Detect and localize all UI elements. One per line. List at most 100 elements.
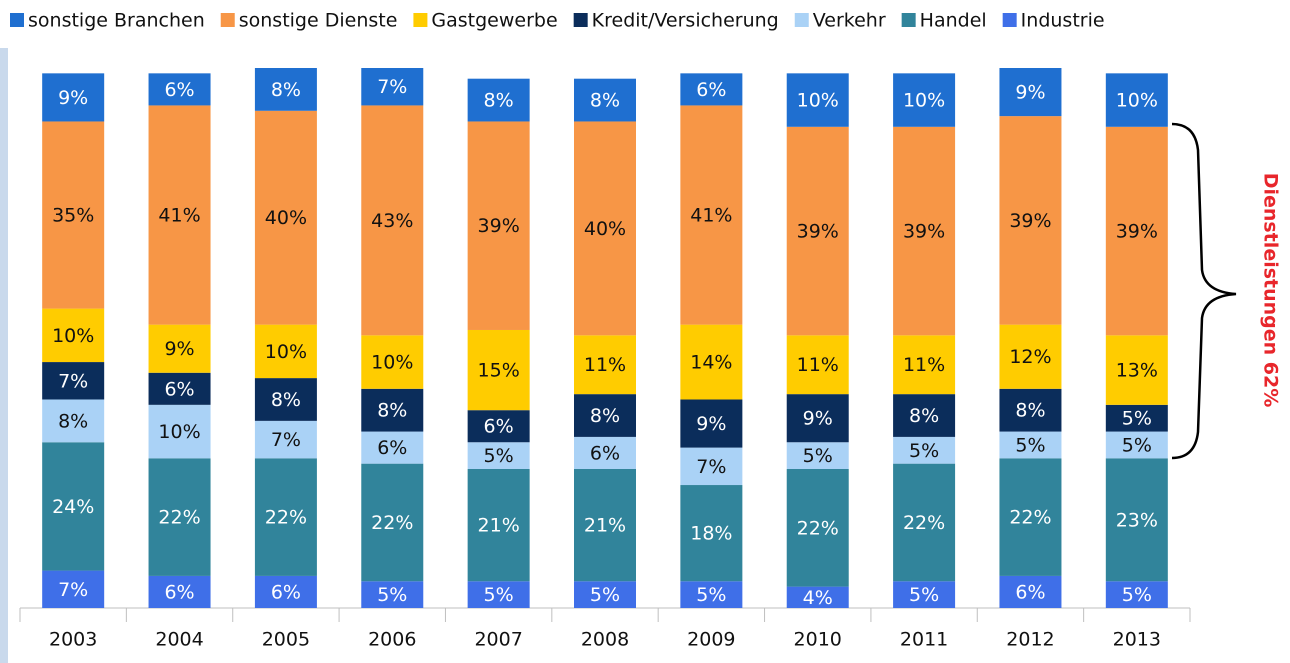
value-label: 41% xyxy=(158,205,200,227)
value-label: 8% xyxy=(377,400,407,422)
value-label: 8% xyxy=(271,79,301,101)
value-label: 6% xyxy=(377,437,407,459)
value-label: 8% xyxy=(1015,400,1045,422)
value-label: 10% xyxy=(265,341,307,363)
value-label: 6% xyxy=(1015,581,1045,603)
bar-segment xyxy=(148,73,211,106)
x-tick-label: 2011 xyxy=(900,629,948,651)
bar-segment xyxy=(254,420,317,459)
value-label: 5% xyxy=(909,584,939,606)
legend-swatch xyxy=(1002,13,1017,27)
legend-label: sonstige Dienste xyxy=(239,10,398,32)
legend-swatch xyxy=(10,13,24,27)
bar-segment xyxy=(148,105,211,325)
value-label: 5% xyxy=(1015,434,1045,456)
bar-segment xyxy=(574,581,636,608)
bar-segment xyxy=(1105,335,1168,405)
legend-swatch xyxy=(220,13,235,27)
bar-segment xyxy=(999,116,1062,325)
bar-segment xyxy=(1105,581,1168,608)
bar-segment xyxy=(361,68,424,106)
value-label: 5% xyxy=(803,445,833,467)
bar-segment xyxy=(786,586,849,608)
bar-segment xyxy=(574,394,636,437)
bar-segment xyxy=(1105,126,1168,336)
bar-segment xyxy=(361,581,424,608)
value-label: 5% xyxy=(484,584,514,606)
bar-segment xyxy=(893,436,956,464)
bar-segment xyxy=(786,126,849,336)
bar-segment xyxy=(148,404,211,459)
bar-segment xyxy=(148,575,211,608)
bar-segment xyxy=(893,463,956,582)
bar-segment xyxy=(42,442,105,571)
value-label: 39% xyxy=(478,215,520,237)
bar-segment xyxy=(254,575,317,608)
legend-label: sonstige Branchen xyxy=(28,10,205,32)
value-label: 9% xyxy=(696,413,726,435)
bar-segment xyxy=(42,362,105,400)
x-tick-label: 2012 xyxy=(1006,629,1054,651)
bar-segment xyxy=(574,78,636,122)
value-label: 6% xyxy=(164,378,194,400)
bar-segment xyxy=(148,458,211,576)
value-label: 39% xyxy=(1116,221,1158,243)
bar-segment xyxy=(42,308,105,363)
bar-segment xyxy=(254,458,317,576)
legend-swatch xyxy=(573,13,588,27)
value-label: 40% xyxy=(584,218,626,240)
value-label: 6% xyxy=(590,442,620,464)
bar-segment xyxy=(786,468,849,587)
bar-segment xyxy=(680,399,743,448)
bar-segment xyxy=(254,324,317,379)
value-label: 22% xyxy=(158,507,200,529)
value-label: 39% xyxy=(903,221,945,243)
x-tick-label: 2004 xyxy=(155,629,203,651)
legend-swatch xyxy=(794,13,809,27)
value-label: 7% xyxy=(271,429,301,451)
x-tick-label: 2003 xyxy=(49,629,97,651)
value-label: 10% xyxy=(52,325,94,347)
value-label: 4% xyxy=(803,587,833,609)
value-label: 14% xyxy=(690,352,732,374)
value-label: 10% xyxy=(797,90,839,112)
value-label: 9% xyxy=(1015,82,1045,104)
value-label: 8% xyxy=(58,410,88,432)
value-label: 8% xyxy=(271,389,301,411)
bar-segment xyxy=(680,581,743,608)
bar-segment xyxy=(467,78,530,122)
bar-segment xyxy=(467,329,530,411)
value-label: 8% xyxy=(909,405,939,427)
x-tick-label: 2009 xyxy=(687,629,735,651)
value-label: 6% xyxy=(696,79,726,101)
bar-segment xyxy=(467,468,530,582)
value-label: 7% xyxy=(58,579,88,601)
value-label: 8% xyxy=(484,90,514,112)
value-label: 6% xyxy=(164,581,194,603)
value-label: 10% xyxy=(903,90,945,112)
bar-segment xyxy=(999,575,1062,608)
value-label: 9% xyxy=(164,338,194,360)
bar-segment xyxy=(254,110,317,325)
value-label: 5% xyxy=(1122,408,1152,430)
brace xyxy=(1171,122,1237,460)
bar-segment xyxy=(42,121,105,309)
value-label: 8% xyxy=(590,405,620,427)
bar-segment xyxy=(680,324,743,400)
bar-segment xyxy=(42,570,105,608)
value-label: 11% xyxy=(584,354,626,376)
legend-label: Handel xyxy=(920,10,987,32)
value-label: 39% xyxy=(1009,210,1051,232)
legend-label: Verkehr xyxy=(813,10,886,32)
bar-segment xyxy=(254,378,317,421)
bar-segment xyxy=(574,468,636,582)
bar-segment xyxy=(574,121,636,336)
bar-segment xyxy=(467,410,530,443)
bar-segment xyxy=(42,399,105,443)
value-label: 6% xyxy=(271,581,301,603)
value-label: 21% xyxy=(478,515,520,537)
bar-segment xyxy=(680,447,743,486)
bar-segment xyxy=(1105,458,1168,582)
bar-segment xyxy=(786,335,849,395)
bar-segment xyxy=(680,105,743,325)
